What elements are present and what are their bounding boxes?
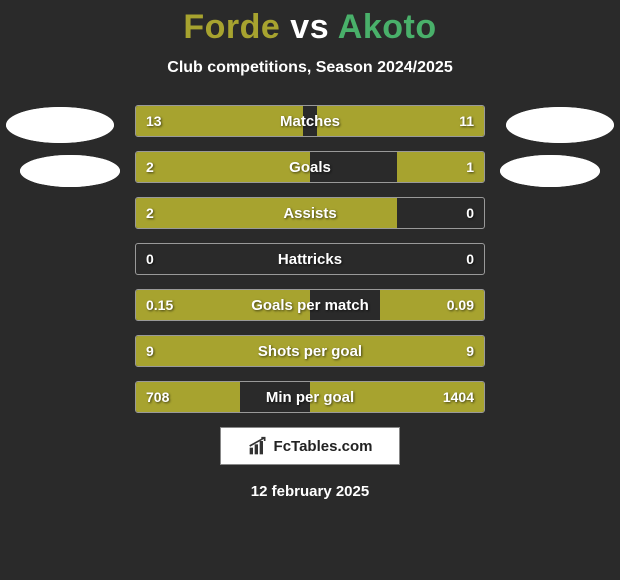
stat-value-left: 0.15 [146,290,173,320]
brand-icon [248,436,268,456]
stat-value-left: 9 [146,336,154,366]
player2-name: Akoto [338,8,437,46]
stat-row: 0.150.09Goals per match [135,289,485,321]
stat-bar-left [136,152,310,182]
stat-bar-right [310,336,484,366]
player1-avatar-placeholder [6,107,114,143]
brand-text: FcTables.com [274,438,373,455]
stat-value-right: 11 [459,106,474,136]
stat-value-right: 9 [466,336,474,366]
stat-label: Hattricks [136,244,484,274]
stat-value-left: 13 [146,106,162,136]
stat-value-left: 0 [146,244,154,274]
player2-club-placeholder [500,155,600,187]
stat-row: 99Shots per goal [135,335,485,367]
stat-bar-left [136,336,310,366]
stat-value-right: 0 [466,198,474,228]
stats-area: 1311Matches21Goals20Assists00Hattricks0.… [0,105,620,413]
stat-value-right: 1 [466,152,474,182]
stat-row: 20Assists [135,197,485,229]
player2-avatar-placeholder [506,107,614,143]
player1-name: Forde [183,8,280,46]
stat-value-right: 0 [466,244,474,274]
stat-rows: 1311Matches21Goals20Assists00Hattricks0.… [135,105,485,413]
vs-text: vs [290,8,329,46]
stat-row: 1311Matches [135,105,485,137]
stat-value-left: 708 [146,382,169,412]
stat-value-left: 2 [146,198,154,228]
stat-row: 0 0Hattricks [135,243,485,275]
stat-row: 21Goals [135,151,485,183]
subtitle: Club competitions, Season 2024/2025 [0,59,620,77]
stat-bar-left [136,198,397,228]
stat-row: 7081404Min per goal [135,381,485,413]
date-text: 12 february 2025 [0,483,620,500]
brand-badge: FcTables.com [220,427,400,465]
player1-club-placeholder [20,155,120,187]
comparison-card: Forde vs Akoto Club competitions, Season… [0,0,620,500]
page-title: Forde vs Akoto [0,8,620,47]
stat-value-right: 0.09 [447,290,474,320]
stat-value-right: 1404 [443,382,474,412]
stat-value-left: 2 [146,152,154,182]
